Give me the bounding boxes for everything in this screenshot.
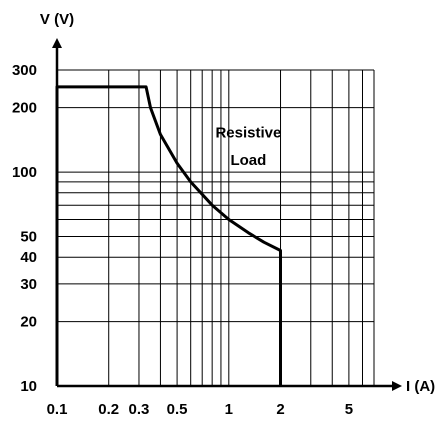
x-tick-label-4: 1 — [225, 401, 233, 418]
x-axis-arrow — [392, 381, 402, 391]
y-tick-label-7: 300 — [12, 62, 37, 79]
x-axis-title: I (A) — [406, 378, 435, 395]
series-line-0 — [55, 85, 282, 386]
y-tick-label-5: 100 — [12, 164, 37, 181]
x-tick-label-5: 2 — [276, 401, 284, 418]
y-axis-arrow — [52, 38, 62, 48]
x-tick-label-1: 0.2 — [98, 401, 119, 418]
x-tick-label-2: 0.3 — [129, 401, 150, 418]
y-axis-title: V (V) — [40, 11, 74, 28]
x-tick-label-0: 0.1 — [47, 401, 68, 418]
y-tick-label-6: 200 — [12, 100, 37, 117]
y-tick-label-2: 30 — [20, 276, 37, 293]
labels: V (V) I (A) 0.1 0.2 0.3 0.5 1 2 5 10 20 30 40 50 100… — [12, 11, 435, 418]
annotation-0: Resistive — [215, 125, 281, 142]
y-tick-label-3: 40 — [20, 249, 37, 266]
y-tick-label-1: 20 — [20, 314, 37, 331]
y-tick-label-4: 50 — [20, 228, 37, 245]
axes — [52, 38, 402, 391]
x-tick-label-3: 0.5 — [167, 401, 188, 418]
annotation-1: Load — [230, 152, 266, 169]
series — [55, 85, 282, 386]
x-tick-label-6: 5 — [345, 401, 353, 418]
y-tick-label-0: 10 — [20, 378, 37, 395]
grid — [56, 69, 375, 387]
